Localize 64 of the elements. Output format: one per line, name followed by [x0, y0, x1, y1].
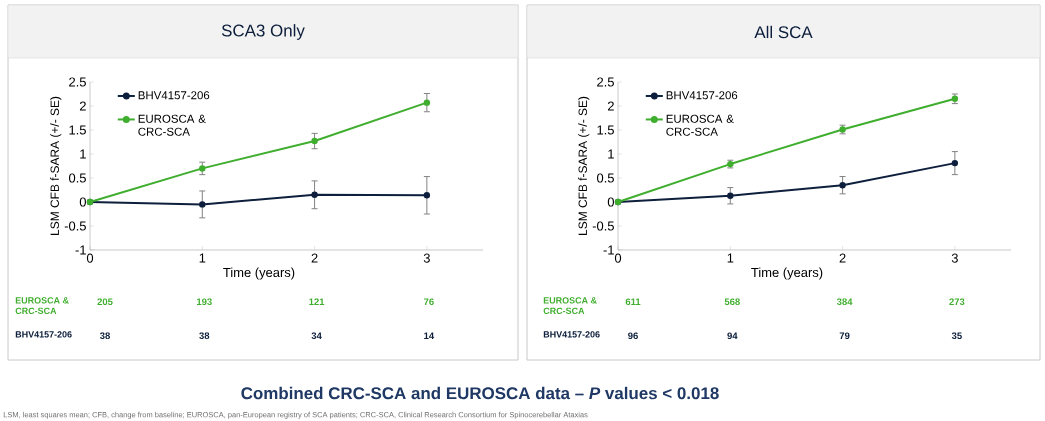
legend-label: EUROSCA & CRC-SCA	[666, 114, 734, 136]
text: EUROSCA & CRC-SCA	[15, 297, 69, 315]
chart-title: SCA3 Only	[221, 24, 305, 40]
text: 384	[836, 298, 853, 306]
legend-label: BHV4157-206	[666, 91, 738, 100]
y-tick-label: 2.5	[597, 77, 614, 87]
text: 38	[99, 332, 110, 340]
y-tick-label: 2.5	[69, 77, 86, 87]
text: 273	[949, 298, 965, 306]
x-tick-label: 2	[839, 253, 846, 263]
text: 38	[199, 332, 210, 340]
y-tick-label: 2	[607, 101, 614, 111]
y-tick-label: 1	[80, 149, 86, 159]
y-tick-label: 0.5	[68, 173, 86, 183]
y-tick-label: -1	[603, 245, 614, 255]
y-tick-label: 0	[79, 197, 86, 207]
text: 611	[625, 298, 641, 306]
point	[423, 192, 431, 199]
x-tick-label: 0	[614, 253, 622, 263]
y-tick-label: -0.5	[592, 221, 614, 231]
point	[311, 191, 318, 198]
x-tick-label: 0	[86, 253, 94, 263]
text: 94	[727, 332, 738, 340]
x-tick-label: 3	[951, 253, 958, 263]
x-tick-label: 1	[727, 253, 734, 263]
point	[311, 137, 318, 145]
text: 34	[311, 332, 322, 340]
text: 205	[97, 298, 113, 306]
text: 121	[309, 298, 325, 305]
x-tick-label: 2	[311, 253, 318, 263]
text: 35	[951, 332, 962, 340]
point	[951, 159, 959, 167]
text: 76	[424, 298, 434, 306]
point	[727, 192, 734, 199]
y-tick-label: 2	[79, 101, 86, 111]
text: 14	[424, 332, 435, 339]
legend-label: BHV4157-206	[138, 91, 210, 100]
point	[423, 99, 431, 106]
y-tick-label: 1.5	[69, 125, 86, 135]
text: BHV4157-206	[543, 331, 600, 338]
point	[199, 201, 206, 208]
text: 193	[196, 298, 212, 306]
legend-label: EUROSCA & CRC-SCA	[138, 114, 206, 136]
point	[839, 182, 846, 189]
x-tick-label: 1	[199, 253, 206, 263]
y-tick-label: -1	[75, 245, 86, 255]
text: 79	[839, 332, 850, 340]
text: EUROSCA & CRC-SCA	[543, 297, 597, 315]
point	[199, 165, 206, 172]
y-tick-label: 0.5	[596, 173, 614, 183]
x-tick-label: 3	[423, 253, 430, 263]
text: BHV4157-206	[15, 331, 72, 338]
y-tick-label: 1	[608, 149, 614, 159]
text: 568	[724, 298, 740, 306]
x-axis-title: Time (years)	[751, 267, 823, 280]
y-tick-label: -0.5	[64, 221, 86, 231]
text: 96	[628, 332, 638, 340]
chart-title: All SCA	[754, 25, 813, 39]
y-tick-label: 0	[607, 197, 614, 207]
y-axis-title: LSM CFB f-SARA (+/- SE)	[50, 96, 62, 235]
y-tick-label: 1.5	[597, 125, 614, 135]
x-axis-title: Time (years)	[223, 267, 295, 280]
text: Combined CRC-SCA and EUROSCA data – P values < 0.018	[241, 386, 719, 400]
y-axis-title: LSM CFB f-SARA (+/- SE)	[578, 96, 590, 235]
